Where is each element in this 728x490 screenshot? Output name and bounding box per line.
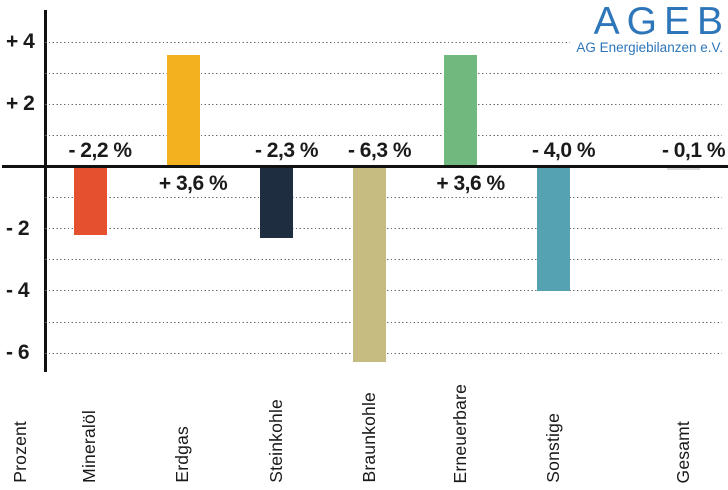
bar-gesamt [667, 166, 700, 170]
y-tick-label-2: + 2 [6, 92, 35, 116]
bar-erdgas [166, 54, 200, 167]
bar-braunkohle [353, 166, 386, 363]
ageb-logo-subtitle: AG Energiebilanzen e.V. [576, 40, 723, 55]
zero-baseline [2, 165, 728, 168]
category-label-steinkohle: Steinkohle [265, 399, 286, 483]
category-label-braunkohle: Braunkohle [358, 392, 379, 483]
bar-minerall [73, 166, 107, 235]
ageb-logo-title: AGEB [593, 0, 728, 43]
gridline-2 [45, 103, 722, 106]
value-label-minerall: - 2,2 % [68, 138, 132, 162]
value-label-sonstige: - 4,0 % [531, 138, 596, 162]
category-label-minerall: Mineralöl [79, 410, 99, 483]
category-label-gesamt: Gesamt [672, 420, 693, 483]
y-axis-unit-label: Prozent [10, 421, 30, 483]
value-label-gesamt: - 0,1 % [661, 138, 726, 162]
gridline-1 [45, 134, 722, 137]
value-label-braunkohle: - 6,3 % [347, 138, 412, 162]
bar-steinkohle [260, 166, 293, 239]
category-label-erdgas: Erdgas [172, 426, 192, 483]
category-label-sonstige: Sonstige [542, 413, 563, 483]
value-label-steinkohle: - 2,3 % [254, 138, 319, 162]
category-label-erneuerbare: Erneuerbare [449, 383, 470, 483]
y-tick-label--2: - 2 [6, 216, 30, 240]
y-tick-label--4: - 4 [6, 278, 30, 302]
bar-erneuerbare [444, 54, 477, 167]
gridline-4 [45, 41, 578, 44]
y-tick-label-4: + 4 [6, 30, 35, 54]
value-label-erdgas: + 3,6 % [158, 171, 228, 195]
y-tick-label--6: - 6 [6, 341, 30, 365]
y-axis-line [43, 10, 47, 372]
bar-sonstige [537, 166, 570, 291]
value-label-erneuerbare: + 3,6 % [436, 171, 505, 195]
ageb-logo: AGEB AG Energiebilanzen e.V. [570, 2, 723, 55]
gridline-3 [45, 72, 722, 75]
